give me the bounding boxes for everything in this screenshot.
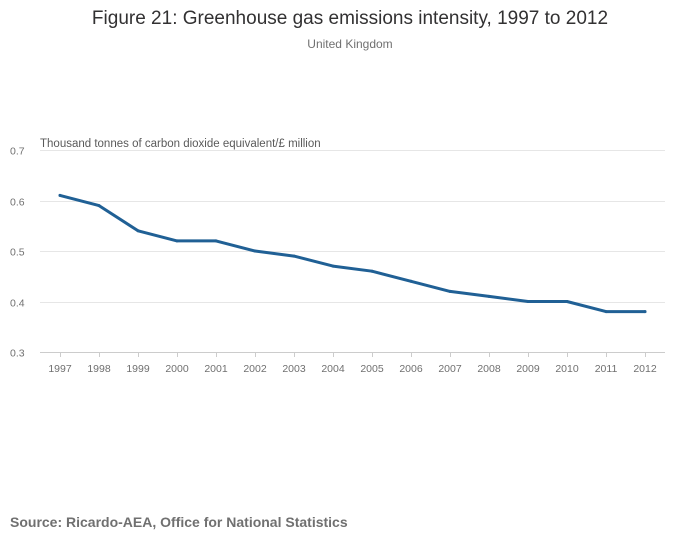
x-tick-label: 2000 xyxy=(165,363,189,375)
chart-title: Figure 21: Greenhouse gas emissions inte… xyxy=(92,8,608,29)
y-tick-label: 0.3 xyxy=(10,348,25,360)
x-tick-label: 2006 xyxy=(399,363,423,375)
x-axis-ticks: 1997 1998 1999 2000 2001 2002 2003 2004 2005 2006… xyxy=(48,352,657,375)
y-tick-label: 0.5 xyxy=(10,247,25,259)
x-tick-label: 1997 xyxy=(48,363,72,375)
x-tick-label: 1998 xyxy=(87,363,111,375)
data-point xyxy=(136,229,140,233)
x-tick-label: 2005 xyxy=(360,363,384,375)
x-tick-label: 2010 xyxy=(555,363,579,375)
data-point xyxy=(253,249,257,253)
y-axis-ticks: 0.7 0.6 0.5 0.4 0.3 xyxy=(10,146,25,360)
chart-subtitle: United Kingdom xyxy=(307,37,392,51)
data-point xyxy=(97,204,101,208)
data-point xyxy=(58,193,62,197)
x-tick-label: 2004 xyxy=(321,363,345,375)
series-line xyxy=(58,193,647,314)
data-point xyxy=(292,254,296,258)
source-note: Source: Ricardo-AEA, Office for National… xyxy=(10,514,348,530)
x-tick-label: 2011 xyxy=(595,363,618,375)
data-point xyxy=(487,294,491,298)
data-point xyxy=(643,310,647,314)
data-point xyxy=(526,300,530,303)
x-tick-label: 2002 xyxy=(243,363,267,375)
data-point xyxy=(370,269,374,273)
data-point xyxy=(604,310,608,314)
y-axis-label: Thousand tonnes of carbon dioxide equiva… xyxy=(40,138,321,150)
x-tick-label: 2008 xyxy=(477,363,501,375)
x-tick-label: 2007 xyxy=(438,363,462,375)
x-tick-label: 2003 xyxy=(282,363,306,375)
data-point xyxy=(409,279,413,283)
data-point xyxy=(175,239,179,243)
y-tick-label: 0.7 xyxy=(10,146,25,158)
x-tick-label: 2012 xyxy=(633,363,657,375)
data-point xyxy=(565,300,569,303)
y-tick-label: 0.6 xyxy=(10,197,25,209)
y-tick-label: 0.4 xyxy=(10,298,25,310)
data-point xyxy=(214,239,218,243)
x-tick-label: 2001 xyxy=(204,363,228,375)
x-tick-label: 2009 xyxy=(516,363,540,375)
x-tick-label: 1999 xyxy=(126,363,150,375)
data-point xyxy=(331,264,335,268)
series-layer xyxy=(58,193,647,314)
data-point xyxy=(448,289,452,293)
